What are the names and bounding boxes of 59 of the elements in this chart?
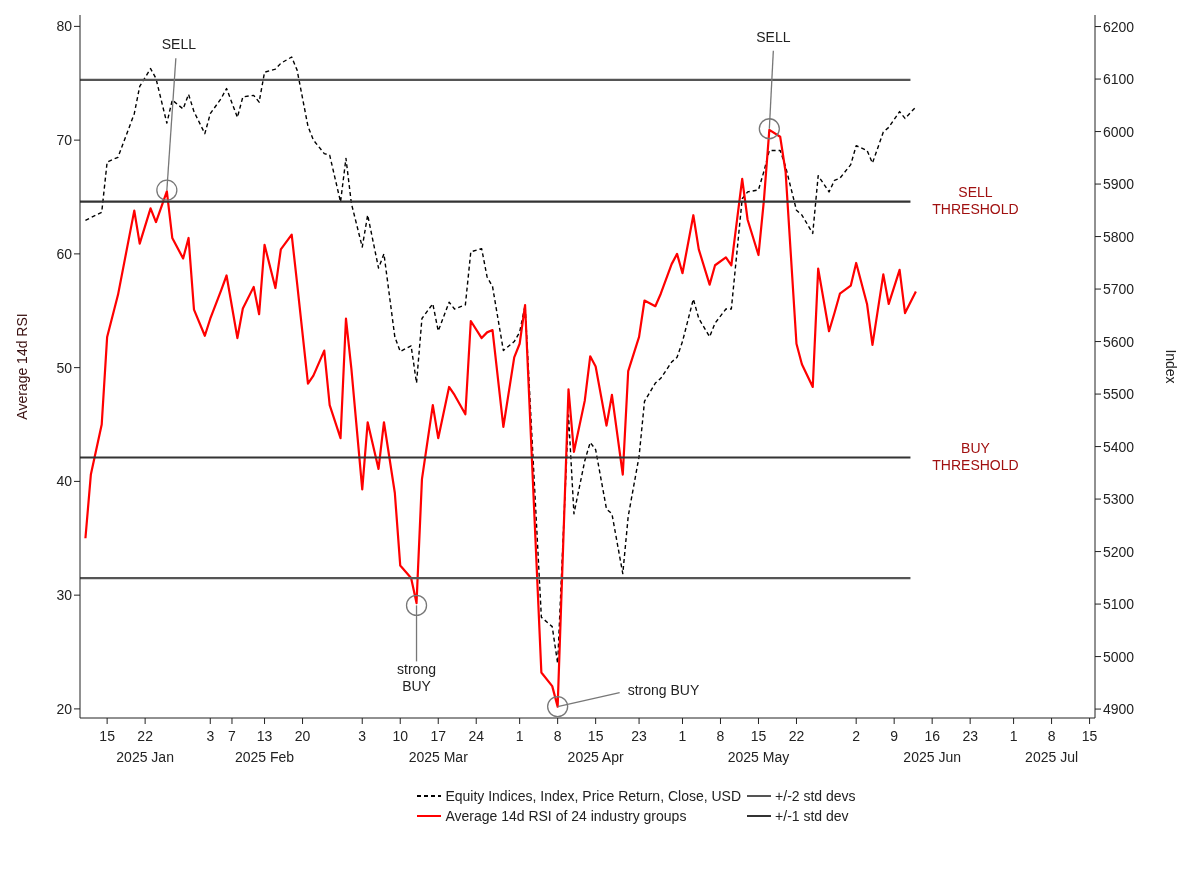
y2-axis-title: Index	[1163, 349, 1180, 384]
x-tick-label: 15 2025 Apr	[567, 728, 624, 765]
y-tick-label: 80	[56, 18, 73, 35]
annotation: SELL	[161, 35, 197, 52]
x-tick-label: 22	[788, 728, 805, 744]
annotation: SELL	[756, 28, 791, 45]
x-tick-label: 16 2025 Jun	[903, 728, 961, 765]
x-tick-label: 20	[294, 728, 311, 744]
x-tick-label: 13 2025 Feb	[234, 728, 295, 765]
y2-tick-label: 5000	[1103, 648, 1135, 665]
y2-tick-label: 4900	[1103, 701, 1135, 718]
x-tick-label: 7	[228, 728, 237, 744]
x-tick-label: 1	[678, 728, 687, 744]
y-tick-label: 70	[56, 132, 73, 149]
y2-tick-label: 5800	[1103, 228, 1135, 245]
x-tick-label: 1	[1009, 728, 1018, 744]
x-tick-label: 15 2025 May	[727, 728, 790, 765]
x-tick-label: 15	[99, 728, 116, 744]
legend-label: +/-2 std devs	[775, 788, 856, 804]
legend-label: +/-1 std dev	[775, 808, 849, 824]
x-tick-label: 2	[852, 728, 861, 744]
x-tick-label: 1	[515, 728, 524, 744]
y2-tick-label: 5100	[1103, 596, 1135, 613]
annotation: SELL THRESHOLD	[932, 183, 1019, 217]
y-axis-title: Average 14d RSI	[13, 313, 30, 420]
y-tick-label: 40	[56, 473, 73, 490]
x-tick-label: 24	[468, 728, 485, 744]
annotation: BUY THRESHOLD	[932, 439, 1019, 473]
y2-tick-label: 5400	[1103, 438, 1135, 455]
y-tick-label: 50	[56, 359, 73, 376]
y2-tick-label: 5700	[1103, 281, 1135, 298]
annotation: strong BUY	[397, 660, 436, 694]
x-tick-label: 22 2025 Jan	[116, 728, 174, 765]
y2-tick-label: 5900	[1103, 176, 1135, 193]
x-tick-label: 8	[553, 728, 562, 744]
y2-tick-label: 6000	[1103, 123, 1135, 140]
y2-tick-label: 6100	[1103, 71, 1135, 88]
x-tick-label: 8	[716, 728, 725, 744]
annotation: strong BUY	[627, 681, 700, 698]
x-tick-label: 23	[631, 728, 648, 744]
x-tick-label: 17 2025 Mar	[408, 728, 469, 765]
y2-tick-label: 6200	[1103, 18, 1135, 35]
y-tick-label: 60	[56, 245, 73, 262]
y-tick-label: 20	[56, 700, 73, 717]
y2-tick-label: 5300	[1103, 491, 1135, 508]
y2-tick-label: 5600	[1103, 333, 1135, 350]
x-tick-label: 3	[206, 728, 215, 744]
legend-label: Average 14d RSI of 24 industry groups	[445, 808, 687, 824]
x-tick-label: 9	[890, 728, 899, 744]
x-tick-label: 10	[392, 728, 409, 744]
x-tick-label: 3	[358, 728, 367, 744]
x-tick-label: 15	[1081, 728, 1098, 744]
x-tick-label: 23	[962, 728, 979, 744]
y-tick-label: 30	[56, 587, 73, 604]
y2-tick-label: 5500	[1103, 386, 1135, 403]
y2-tick-label: 5200	[1103, 543, 1135, 560]
line-series	[84, 56, 917, 665]
legend-label: Equity Indices, Index, Price Return, Close, USD	[445, 788, 742, 804]
x-tick-label: 8 2025 Jul	[1025, 728, 1079, 765]
